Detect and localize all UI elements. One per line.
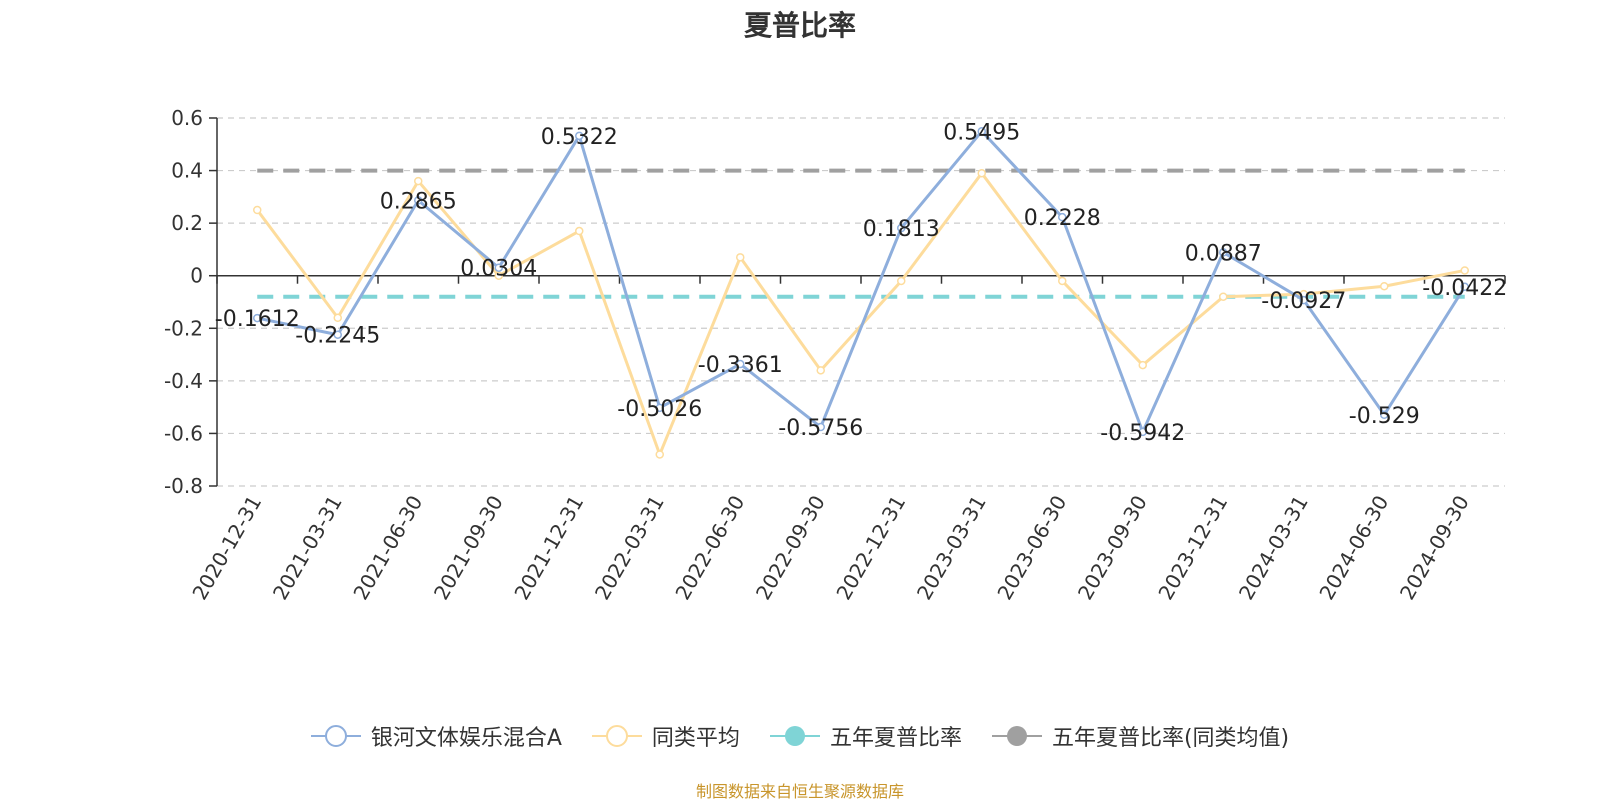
data-label: 0.2228: [1024, 206, 1101, 231]
point-peer-average: [816, 366, 825, 375]
y-tick-label: -0.8: [164, 474, 203, 498]
data-label: 0.5495: [943, 120, 1020, 145]
x-tick-label: 2020-12-31: [187, 491, 266, 604]
legend-label-fund: 银河文体娱乐混合A: [370, 726, 562, 751]
reference-lines: [257, 168, 1465, 299]
point-fund: [414, 196, 423, 205]
legend-item-five-year-sharpe[interactable]: 五年夏普比率: [769, 720, 962, 752]
x-tick-label: 2021-03-31: [268, 491, 347, 604]
point-peer-average: [575, 226, 584, 236]
data-label: -0.1612: [215, 307, 300, 332]
data-label: -0.529: [1349, 404, 1420, 429]
point-fund: [977, 127, 986, 136]
data-label: 0.1813: [863, 217, 940, 242]
x-tick-label: 2024-09-30: [1395, 491, 1474, 604]
point-peer-average: [333, 313, 342, 323]
data-label: -0.5026: [617, 397, 702, 422]
legend-marker-five-year-sharpe-peer: [991, 726, 1042, 746]
data-label: 0.2865: [380, 189, 457, 214]
point-peer-average: [977, 168, 986, 178]
x-tick-label: 2021-09-30: [429, 491, 508, 604]
point-peer-average: [897, 276, 906, 286]
x-tick-label: 2022-09-30: [751, 491, 830, 604]
legend-item-peer-average[interactable]: 同类平均: [591, 720, 740, 752]
x-tick-label: 2024-06-30: [1314, 491, 1393, 604]
x-tick-label: 2022-03-31: [590, 491, 669, 604]
x-tick-label: 2023-09-30: [1073, 491, 1152, 604]
data-label: 0.0887: [1185, 241, 1262, 266]
x-tick-label: 2023-06-30: [992, 491, 1071, 604]
point-fund: [897, 223, 906, 233]
point-fund: [1138, 427, 1147, 437]
legend-marker-fund: [310, 725, 361, 747]
data-label: 0.5322: [541, 125, 618, 150]
x-tick-label: 2021-12-31: [509, 491, 588, 604]
point-peer-average: [1219, 292, 1228, 301]
point-fund: [1058, 212, 1067, 222]
x-tick-label: 2024-03-31: [1234, 491, 1313, 604]
point-fund: [253, 313, 262, 323]
data-label: -0.5756: [778, 416, 863, 441]
point-fund: [333, 330, 342, 339]
legend-marker-peer-average: [591, 725, 642, 747]
legend-label-five-year-sharpe: 五年夏普比率: [829, 726, 962, 751]
point-fund: [1219, 248, 1228, 257]
point-peer-average: [1058, 276, 1067, 286]
point-fund: [494, 263, 503, 272]
point-peer-average: [736, 253, 745, 262]
y-tick-label: -0.2: [164, 316, 203, 340]
data-label: -0.3361: [698, 353, 783, 378]
y-tick-label: -0.4: [164, 369, 203, 393]
source-note: 制图数据来自恒生聚源数据库: [695, 782, 904, 801]
point-fund: [575, 131, 584, 141]
y-tick-label: 0.2: [171, 211, 203, 235]
legend-item-fund[interactable]: 银河文体娱乐混合A: [310, 720, 562, 752]
point-fund: [736, 359, 745, 369]
series-lines: [253, 127, 1469, 459]
legend: 银河文体娱乐混合A 同类平均 五年夏普比率 五年夏普比率(同类均值): [0, 720, 1600, 752]
data-label: -0.5942: [1100, 421, 1185, 446]
point-peer-average: [1138, 360, 1147, 370]
x-tick-label: 2022-12-31: [831, 491, 910, 604]
legend-item-five-year-sharpe-peer[interactable]: 五年夏普比率(同类均值): [991, 720, 1290, 752]
data-label: 0.0304: [460, 257, 537, 282]
y-tick-label: 0.6: [171, 106, 203, 130]
chart-title: 夏普比率: [743, 9, 856, 42]
legend-marker-five-year-sharpe: [769, 726, 820, 746]
data-labels: -0.1612-0.2245 0.2865 0.0304 0.5322 -0.5026 -…: [215, 120, 1507, 446]
point-fund: [1299, 295, 1308, 305]
point-fund: [1460, 282, 1469, 292]
y-tick-label: 0.4: [171, 159, 203, 183]
data-label: -0.0927: [1261, 289, 1346, 314]
y-tick-label: -0.6: [164, 421, 203, 445]
point-peer-average: [1460, 266, 1469, 275]
data-label: -0.0422: [1422, 276, 1507, 301]
x-tick-label: 2021-06-30: [348, 491, 427, 604]
point-fund: [655, 403, 664, 413]
y-tick-label: 0: [190, 264, 203, 288]
point-fund: [1380, 410, 1389, 420]
point-fund: [816, 422, 825, 432]
point-peer-average: [1380, 281, 1389, 291]
data-label: -0.2245: [295, 324, 380, 349]
series-line-fund: [256, 129, 1467, 434]
point-peer-average: [655, 450, 664, 459]
x-tick-label: 2022-06-30: [670, 491, 749, 604]
x-tick-label: 2023-03-31: [912, 491, 991, 604]
point-peer-average: [253, 205, 262, 215]
point-peer-average: [414, 176, 423, 186]
legend-label-five-year-sharpe-peer: 五年夏普比率(同类均值): [1051, 726, 1290, 751]
point-peer-average: [494, 271, 503, 280]
x-tick-label: 2023-12-31: [1153, 491, 1232, 604]
legend-label-peer-average: 同类平均: [651, 726, 740, 751]
